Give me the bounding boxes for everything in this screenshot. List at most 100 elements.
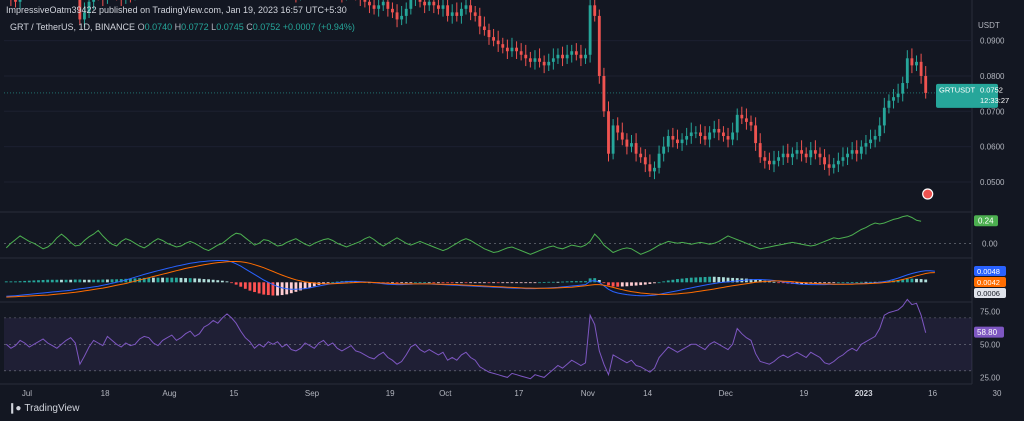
candle [528,58,532,62]
macd-histogram-bar [505,282,509,284]
candle [648,164,652,172]
candle [901,83,905,94]
macd-histogram-bar [432,282,436,284]
macd-histogram-bar [795,282,799,284]
macd-histogram-bar [924,279,928,283]
macd-histogram-bar [464,282,468,284]
macd-histogram-bar [800,282,804,284]
macd-histogram-bar [873,281,877,283]
macd-histogram-bar [207,279,210,283]
close-value: 0.0752 [252,22,281,32]
macd-histogram-bar [551,281,555,283]
macd-histogram-bar [32,280,36,283]
candle [694,132,698,134]
macd-histogram-bar [528,282,532,284]
macd-histogram-bar [767,281,771,283]
macd-histogram-bar [331,282,335,283]
candle [473,12,477,16]
candle [404,8,408,16]
candle [377,5,381,9]
candle [478,15,482,27]
macd-histogram-bar [41,280,45,283]
candle [722,132,725,137]
candle [542,61,546,66]
candle [878,125,882,137]
macd-histogram-bar [657,282,661,284]
time-axis-label: Sep [305,389,320,398]
macd-histogram-bar [78,279,82,283]
macd-histogram-bar [708,276,712,283]
symbol-name: GRT / TetherUS, 1D, BINANCE [10,22,136,32]
macd-histogram-bar [124,278,128,283]
macd-histogram-bar [735,278,739,283]
candle [630,143,633,147]
macd-histogram-bar [133,278,137,283]
macd-histogram-bar [92,279,96,283]
macd-histogram-bar [230,282,233,284]
macd-histogram-bar [510,282,514,284]
macd-histogram-bar [556,281,560,283]
macd-histogram-bar [818,282,822,284]
candle [423,1,427,6]
macd-histogram-bar [869,281,872,283]
macd-histogram-bar [280,282,284,296]
open-label: O [137,22,145,32]
candle [515,47,518,52]
macd-histogram-bar [731,277,735,283]
macd-histogram-bar [455,282,459,284]
macd-histogram-bar [823,282,826,284]
last-price-value: 0.0752 [980,85,1003,94]
time-axis-label: Oct [439,389,452,398]
macd-histogram-bar [813,282,817,284]
candle [754,125,758,144]
macd-histogram-bar [482,282,486,284]
rsi-line [5,298,927,380]
macd-histogram-bar [326,282,330,284]
time-axis-label: 17 [514,389,523,398]
candle [758,143,762,158]
tradingview-logo[interactable]: ❙● TradingView [8,403,79,414]
candle [703,136,707,140]
macd-histogram-bar [110,279,114,283]
time-axis-label: 19 [386,389,395,398]
macd-histogram-bar [165,277,169,283]
macd-histogram-bar [142,277,146,283]
candle [699,132,702,137]
high-value: 0.0772 [181,22,209,32]
macd-histogram-bar [37,280,40,283]
macd-histogram-bar [234,282,238,285]
candle [896,93,900,98]
candle [395,12,399,20]
candle [584,54,587,59]
macd-histogram-bar [216,280,220,283]
candle [905,58,909,84]
candle [740,114,744,119]
macd-histogram-bar [533,282,537,284]
macd-histogram-bar [616,282,620,287]
macd-histogram-bar [322,282,325,284]
macd-histogram-bar [395,282,399,284]
candle [767,160,771,165]
candle [827,164,831,168]
macd-histogram-bar [694,277,698,283]
macd-histogram-bar [197,278,201,283]
macd-histogram-bar [156,277,160,283]
candle [685,136,689,140]
candle [501,44,505,48]
macd-histogram-bar [87,279,91,283]
candle [850,150,854,154]
candle [763,157,767,161]
candle [818,153,822,158]
macd-histogram-bar [754,279,758,283]
macd-histogram-bar [574,281,578,283]
open-value: 0.0740 [144,22,173,32]
candle [855,150,859,154]
cci-value-label: 0.24 [978,217,994,226]
currency-label: USDT [978,21,1000,30]
candle [735,114,739,133]
macd-histogram-bar [643,282,647,285]
time-axis-label: 2023 [855,389,873,398]
macd-histogram-bar [253,282,256,293]
symbol-legend[interactable]: GRT / TetherUS, 1D, BINANCE O0.0740 H0.0… [10,22,355,32]
